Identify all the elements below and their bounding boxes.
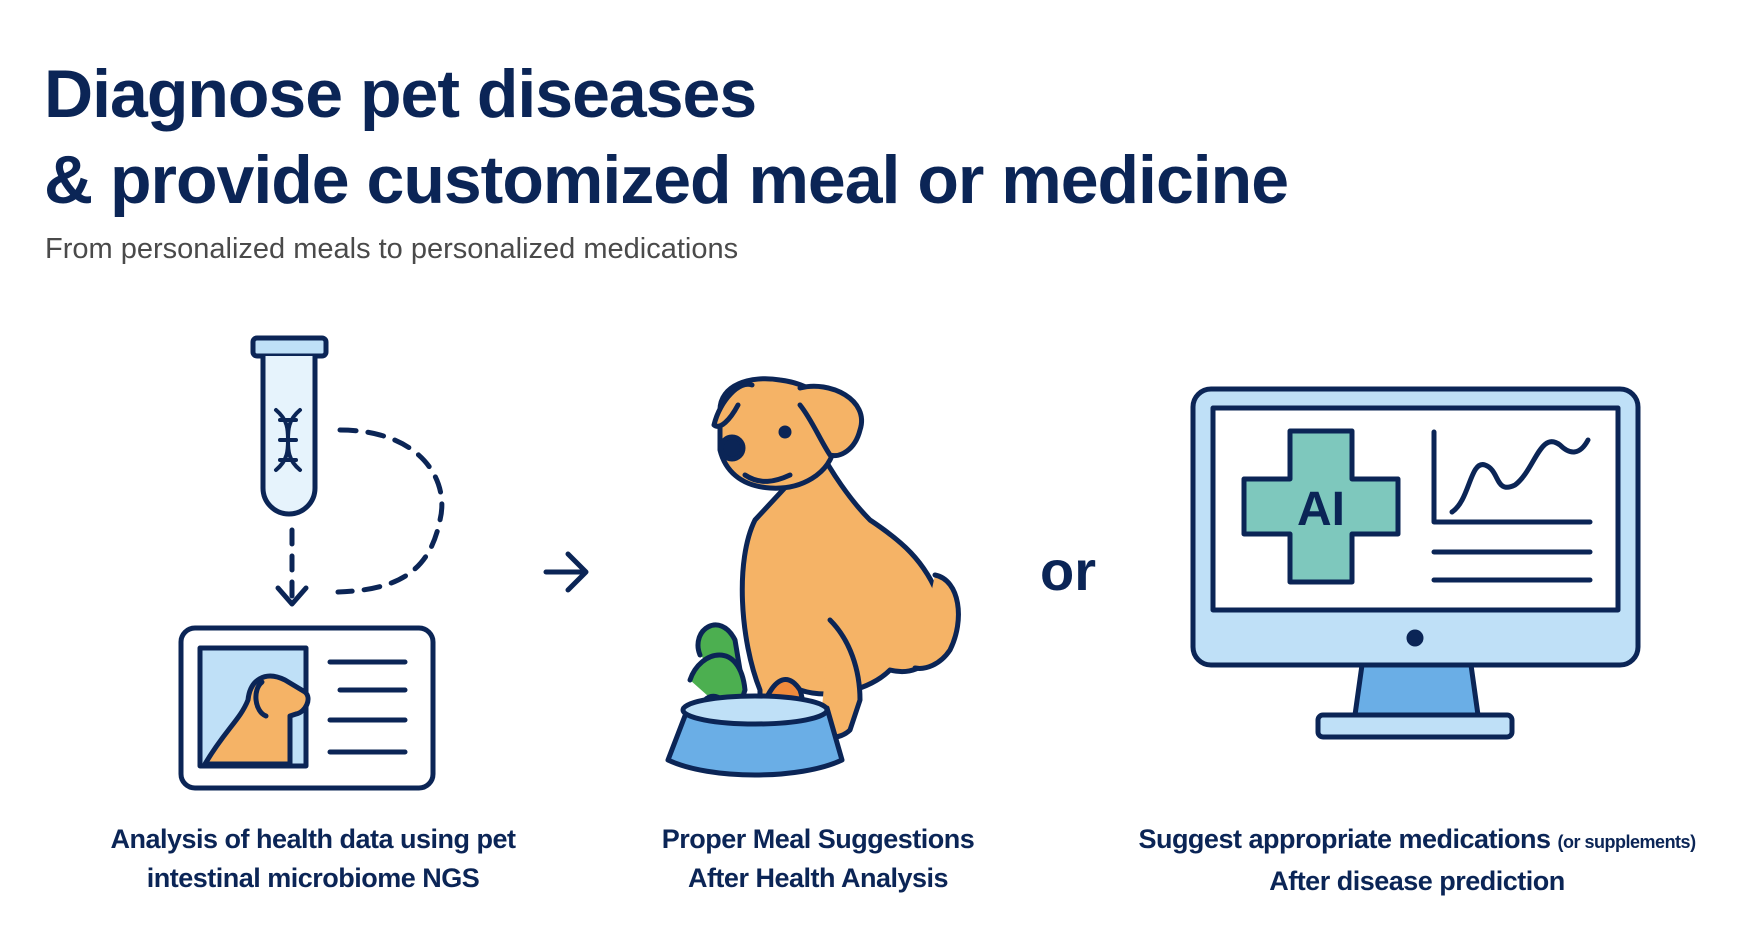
caption-line-1: Analysis of health data using pet xyxy=(110,824,516,854)
medical-cross-icon xyxy=(1241,428,1401,585)
or-connector: or xyxy=(1040,539,1096,602)
dna-icon xyxy=(274,408,302,472)
caption-line-2: After disease prediction xyxy=(1269,866,1565,896)
title-line-1: Diagnose pet diseases xyxy=(44,56,757,132)
step-caption-medication: Suggest appropriate medications (or supp… xyxy=(1138,820,1697,901)
test-tube-icon xyxy=(250,335,329,517)
title-line-2: & provide customized meal or medicine xyxy=(44,142,1289,218)
subtitle: From personalized meals to personalized … xyxy=(45,233,739,265)
dashed-loop xyxy=(335,427,445,595)
food-bowl-icon xyxy=(665,622,845,778)
caption-note: (or supplements) xyxy=(1557,832,1697,852)
step-caption-analysis: Analysis of health data using pet intest… xyxy=(110,820,516,898)
monitor-icon xyxy=(1190,386,1641,740)
step-caption-meal: Proper Meal Suggestions After Health Ana… xyxy=(662,820,975,898)
ai-badge: AI xyxy=(1297,483,1345,536)
pet-health-card-icon xyxy=(178,625,436,791)
arrow-right-icon xyxy=(543,551,589,593)
caption-line-1: Proper Meal Suggestions xyxy=(661,824,975,854)
dog-icon xyxy=(711,376,961,752)
caption-line-1: Suggest appropriate medications xyxy=(1138,824,1551,854)
caption-line-2: intestinal microbiome NGS xyxy=(146,863,480,893)
caption-line-2: After Health Analysis xyxy=(687,863,949,893)
chart-icon xyxy=(1431,429,1593,525)
